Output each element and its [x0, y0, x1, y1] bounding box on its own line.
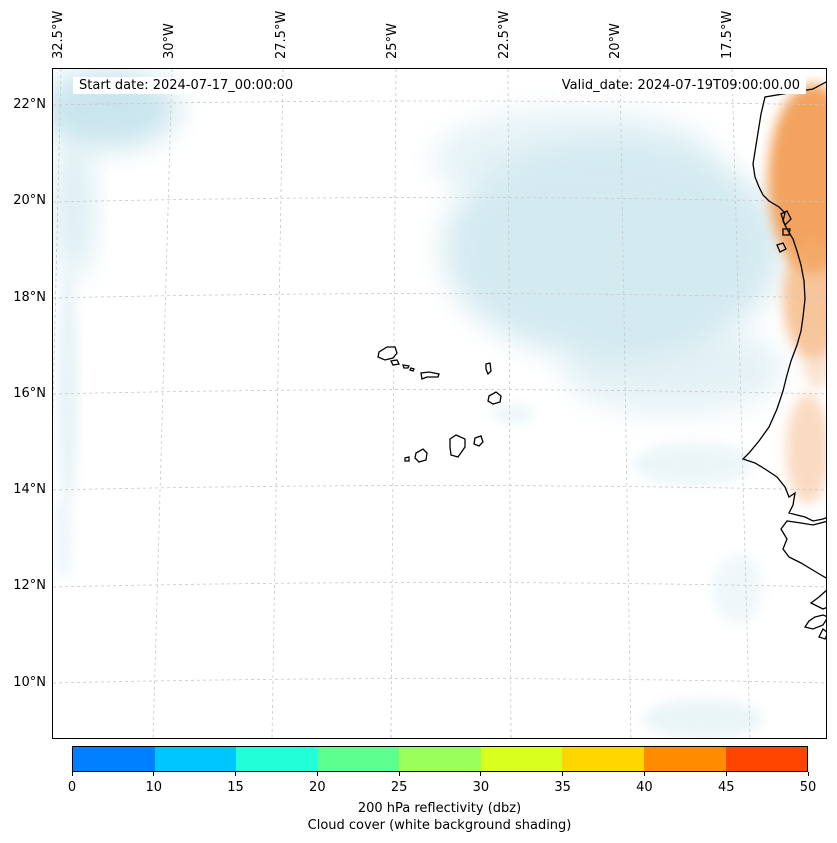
lat-tick-label: 14°N — [13, 482, 46, 497]
parallel — [53, 582, 826, 588]
cape-verde-islands — [377, 346, 502, 463]
island — [404, 456, 410, 462]
island — [402, 364, 410, 369]
colorbar-segment — [725, 747, 808, 771]
map-canvas — [53, 69, 826, 738]
colorbar-tick — [153, 772, 155, 776]
coastlines — [741, 81, 826, 640]
colorbar-tick-label: 50 — [799, 780, 817, 795]
colorbar-segment — [317, 747, 400, 771]
cloud-patch — [563, 324, 783, 414]
cloud-patch — [433, 109, 713, 209]
colorbar-tick — [643, 772, 645, 776]
reflectivity-patch — [786, 394, 826, 504]
colorbar-tick-label: 35 — [554, 780, 571, 795]
reflectivity-patch — [768, 84, 826, 274]
meridian — [731, 69, 751, 738]
african-coastline — [809, 589, 826, 610]
lon-tick-label: 27.5°W — [274, 10, 289, 59]
parallel — [53, 678, 826, 684]
lat-tick-label: 18°N — [13, 290, 46, 305]
meridian — [619, 69, 632, 738]
graticule — [53, 69, 826, 738]
meridian — [271, 69, 284, 738]
colorbar-tick — [316, 772, 318, 776]
lat-tick-label: 22°N — [13, 97, 46, 112]
colorbar-segment — [236, 747, 318, 771]
island — [377, 346, 398, 361]
lon-tick-label: 17.5°W — [720, 10, 735, 59]
island — [420, 371, 440, 380]
colorbar-segment — [399, 747, 481, 771]
meridian — [507, 69, 512, 738]
african-coastline — [803, 614, 826, 630]
island — [473, 435, 484, 447]
colorbar-tick-label: 40 — [636, 780, 653, 795]
colorbar-tick-label: 25 — [390, 780, 408, 795]
island — [485, 362, 492, 376]
valid-date-label: Valid_date: 2024-07-19T09:00:00.00 — [555, 77, 806, 94]
parallel — [53, 485, 826, 491]
map-panel[interactable]: Start date: 2024-07-17_00:00:00 Valid_da… — [52, 68, 827, 739]
colorbar-label: 200 hPa reflectivity (dbz) — [357, 801, 522, 816]
coastal-inlet — [782, 228, 791, 236]
colorbar-tick-label: 10 — [145, 780, 163, 795]
colorbar-tick-label: 0 — [67, 780, 77, 795]
african-coastline — [780, 520, 826, 579]
colorbar-tick-label: 20 — [309, 780, 326, 795]
coastal-inlet — [780, 210, 792, 227]
african-coastline — [741, 81, 826, 522]
colorbar-tick — [725, 772, 727, 776]
meridian — [152, 69, 173, 738]
colorbar-segment — [643, 747, 726, 771]
lat-tick-label: 20°N — [13, 193, 46, 208]
colorbar-tick — [807, 772, 809, 776]
lon-tick-label: 32.5°W — [51, 10, 66, 59]
colorbar-tick-label: 45 — [717, 780, 735, 795]
colorbar-tick — [235, 772, 237, 776]
island — [487, 391, 502, 405]
cloud-patch — [58, 269, 78, 509]
reflectivity-colorbar — [72, 746, 808, 772]
colorbar-segment — [73, 747, 155, 771]
colorbar-tick-label: 15 — [227, 780, 244, 795]
cloud-cover-shading — [53, 69, 783, 738]
cloud-patch — [493, 404, 533, 424]
lon-tick-label: 25°W — [385, 23, 400, 59]
start-date-label: Start date: 2024-07-17_00:00:00 — [73, 77, 300, 94]
cloud-patch — [53, 499, 73, 579]
colorbar-tick — [398, 772, 400, 776]
colorbar-tick-label: 30 — [472, 780, 490, 795]
cloud-patch — [53, 139, 95, 279]
lat-tick-label: 10°N — [13, 675, 46, 690]
island — [390, 359, 400, 366]
colorbar-tick — [562, 772, 564, 776]
reflectivity-shading — [768, 84, 826, 504]
colorbar-sublabel: Cloud cover (white background shading) — [307, 818, 572, 833]
island — [414, 448, 428, 463]
colorbar-segment — [154, 747, 237, 771]
cloud-patch — [713, 554, 763, 624]
meridian — [390, 69, 397, 738]
lat-tick-label: 12°N — [13, 578, 46, 593]
island — [449, 434, 466, 458]
colorbar-segment — [562, 747, 644, 771]
coastal-inlet — [776, 242, 787, 253]
lon-tick-label: 20°W — [608, 23, 623, 59]
reflectivity-patch — [803, 329, 826, 389]
island — [409, 367, 415, 372]
cloud-patch — [643, 699, 763, 738]
colorbar-tick — [71, 772, 73, 776]
colorbar-segment — [480, 747, 563, 771]
lat-tick-label: 16°N — [13, 386, 46, 401]
lon-tick-label: 22.5°W — [497, 10, 512, 59]
african-coastline — [818, 627, 826, 640]
lon-tick-label: 30°W — [162, 23, 177, 59]
colorbar-tick — [480, 772, 482, 776]
cloud-patch — [633, 442, 753, 486]
